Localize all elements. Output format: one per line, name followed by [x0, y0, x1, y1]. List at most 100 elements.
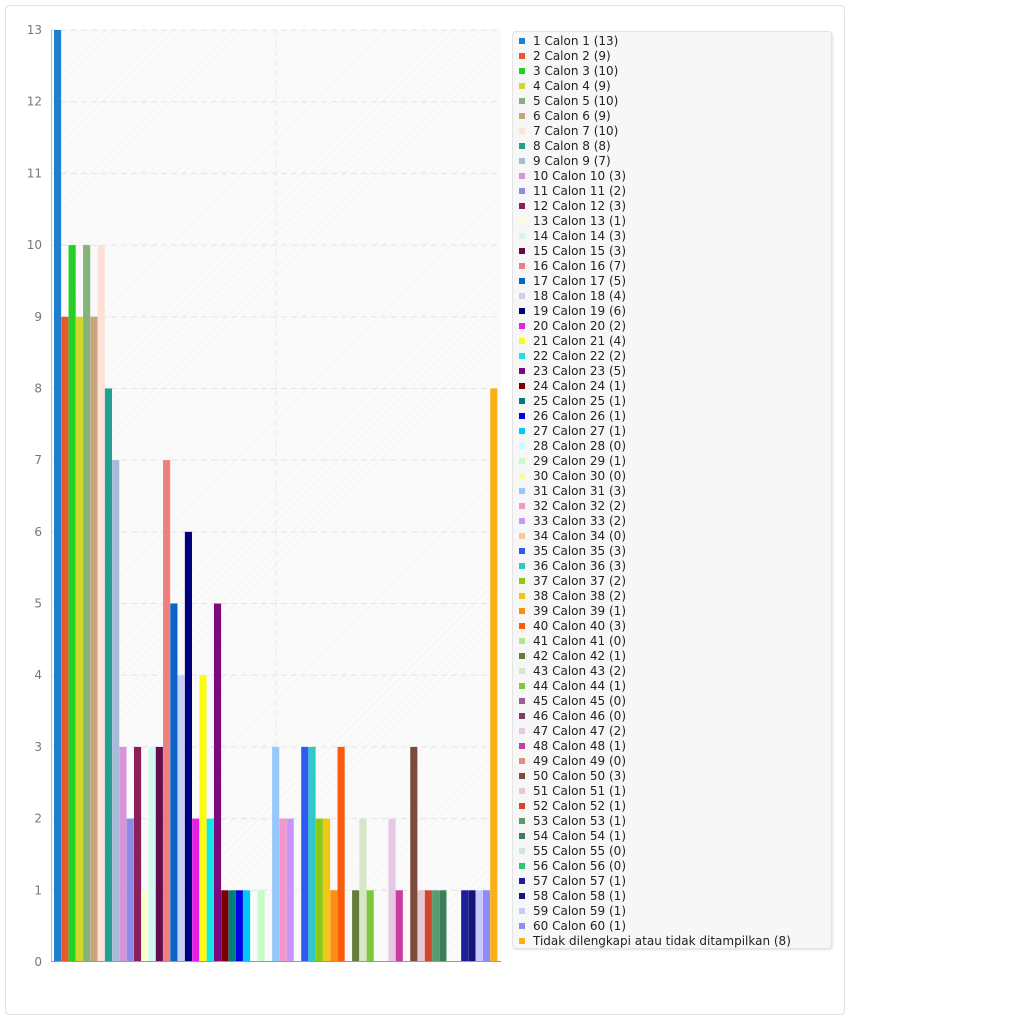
legend-item[interactable]: 30 Calon 30 (0) — [519, 468, 831, 483]
legend-item[interactable]: 18 Calon 18 (4) — [519, 288, 831, 303]
bar[interactable] — [90, 316, 98, 962]
legend-item[interactable]: 39 Calon 39 (1) — [519, 603, 831, 618]
legend-item[interactable]: 27 Calon 27 (1) — [519, 423, 831, 438]
bar[interactable] — [352, 890, 360, 962]
bar[interactable] — [468, 890, 476, 962]
bar[interactable] — [192, 818, 200, 962]
bar[interactable] — [410, 746, 418, 962]
legend-item[interactable]: 55 Calon 55 (0) — [519, 843, 831, 858]
bar[interactable] — [315, 818, 323, 962]
legend-item[interactable]: 26 Calon 26 (1) — [519, 408, 831, 423]
legend-item[interactable]: 2 Calon 2 (9) — [519, 48, 831, 63]
bar[interactable] — [286, 818, 294, 962]
bar[interactable] — [184, 531, 192, 962]
bar[interactable] — [133, 746, 142, 962]
legend-item[interactable]: 1 Calon 1 (13) — [519, 33, 831, 48]
legend-item[interactable]: 16 Calon 16 (7) — [519, 258, 831, 273]
bar[interactable] — [61, 316, 69, 962]
legend-item[interactable]: 25 Calon 25 (1) — [519, 393, 831, 408]
legend-item[interactable]: 6 Calon 6 (9) — [519, 108, 831, 123]
legend-item[interactable]: 58 Calon 58 (1) — [519, 888, 831, 903]
bar[interactable] — [228, 890, 236, 962]
bar[interactable] — [395, 890, 403, 962]
bar[interactable] — [279, 818, 287, 962]
legend-item[interactable]: 4 Calon 4 (9) — [519, 78, 831, 93]
legend-item[interactable]: 35 Calon 35 (3) — [519, 543, 831, 558]
bar[interactable] — [272, 746, 280, 962]
legend-item[interactable]: 49 Calon 49 (0) — [519, 753, 831, 768]
bar[interactable] — [235, 890, 243, 962]
legend-item[interactable]: 42 Calon 42 (1) — [519, 648, 831, 663]
bar[interactable] — [177, 675, 185, 962]
bar[interactable] — [119, 746, 127, 962]
legend-item[interactable]: 23 Calon 23 (5) — [519, 363, 831, 378]
bar[interactable] — [388, 818, 396, 962]
legend-item[interactable]: 9 Calon 9 (7) — [519, 153, 831, 168]
legend-item[interactable]: 3 Calon 3 (10) — [519, 63, 831, 78]
legend-item[interactable]: 40 Calon 40 (3) — [519, 618, 831, 633]
bar[interactable] — [424, 890, 432, 962]
bar[interactable] — [461, 890, 469, 962]
bar[interactable] — [163, 460, 171, 962]
legend-item[interactable]: 37 Calon 37 (2) — [519, 573, 831, 588]
legend-item[interactable]: 44 Calon 44 (1) — [519, 678, 831, 693]
bar[interactable] — [366, 890, 374, 962]
legend-item[interactable]: 5 Calon 5 (10) — [519, 93, 831, 108]
legend-item[interactable]: 56 Calon 56 (0) — [519, 858, 831, 873]
legend-item[interactable]: 47 Calon 47 (2) — [519, 723, 831, 738]
bar[interactable] — [221, 890, 229, 962]
legend-item[interactable]: 31 Calon 31 (3) — [519, 483, 831, 498]
bar[interactable] — [432, 890, 440, 962]
legend-item[interactable]: 8 Calon 8 (8) — [519, 138, 831, 153]
legend-item[interactable]: 41 Calon 41 (0) — [519, 633, 831, 648]
legend-item[interactable]: 28 Calon 28 (0) — [519, 438, 831, 453]
legend-item[interactable]: 46 Calon 46 (0) — [519, 708, 831, 723]
legend-item[interactable]: 21 Calon 21 (4) — [519, 333, 831, 348]
bar[interactable] — [68, 245, 76, 962]
legend-item[interactable]: 36 Calon 36 (3) — [519, 558, 831, 573]
bar[interactable] — [308, 746, 316, 962]
bar[interactable] — [206, 818, 214, 962]
bar[interactable] — [213, 603, 222, 962]
legend-item[interactable]: 10 Calon 10 (3) — [519, 168, 831, 183]
bar[interactable] — [257, 890, 265, 962]
bar[interactable] — [482, 890, 491, 962]
bar[interactable] — [54, 30, 62, 962]
bar[interactable] — [170, 603, 178, 962]
bar[interactable] — [439, 890, 447, 962]
legend-item[interactable]: 48 Calon 48 (1) — [519, 738, 831, 753]
legend-item[interactable]: 38 Calon 38 (2) — [519, 588, 831, 603]
legend-item[interactable]: 33 Calon 33 (2) — [519, 513, 831, 528]
bar[interactable] — [490, 388, 498, 963]
legend-item[interactable]: 52 Calon 52 (1) — [519, 798, 831, 813]
legend-item[interactable]: 57 Calon 57 (1) — [519, 873, 831, 888]
bar[interactable] — [148, 746, 156, 962]
bar[interactable] — [301, 746, 309, 962]
bar[interactable] — [112, 460, 120, 962]
legend-item[interactable]: Tidak dilengkapi atau tidak ditampilkan … — [519, 933, 831, 948]
bar[interactable] — [330, 890, 338, 962]
legend-item[interactable]: 20 Calon 20 (2) — [519, 318, 831, 333]
legend-item[interactable]: 60 Calon 60 (1) — [519, 918, 831, 933]
bar[interactable] — [359, 818, 367, 962]
legend-item[interactable]: 22 Calon 22 (2) — [519, 348, 831, 363]
bar[interactable] — [417, 890, 425, 962]
bar[interactable] — [97, 245, 105, 962]
bar[interactable] — [199, 675, 207, 962]
bar[interactable] — [155, 746, 163, 962]
legend-item[interactable]: 29 Calon 29 (1) — [519, 453, 831, 468]
legend-item[interactable]: 24 Calon 24 (1) — [519, 378, 831, 393]
legend-item[interactable]: 17 Calon 17 (5) — [519, 273, 831, 288]
legend-item[interactable]: 34 Calon 34 (0) — [519, 528, 831, 543]
legend-item[interactable]: 14 Calon 14 (3) — [519, 228, 831, 243]
bar[interactable] — [83, 245, 91, 962]
bar[interactable] — [475, 890, 483, 962]
legend-item[interactable]: 11 Calon 11 (2) — [519, 183, 831, 198]
legend-item[interactable]: 43 Calon 43 (2) — [519, 663, 831, 678]
legend-item[interactable]: 45 Calon 45 (0) — [519, 693, 831, 708]
legend-item[interactable]: 32 Calon 32 (2) — [519, 498, 831, 513]
bar[interactable] — [243, 890, 251, 962]
legend-item[interactable]: 51 Calon 51 (1) — [519, 783, 831, 798]
legend-item[interactable]: 12 Calon 12 (3) — [519, 198, 831, 213]
bar[interactable] — [323, 818, 331, 962]
